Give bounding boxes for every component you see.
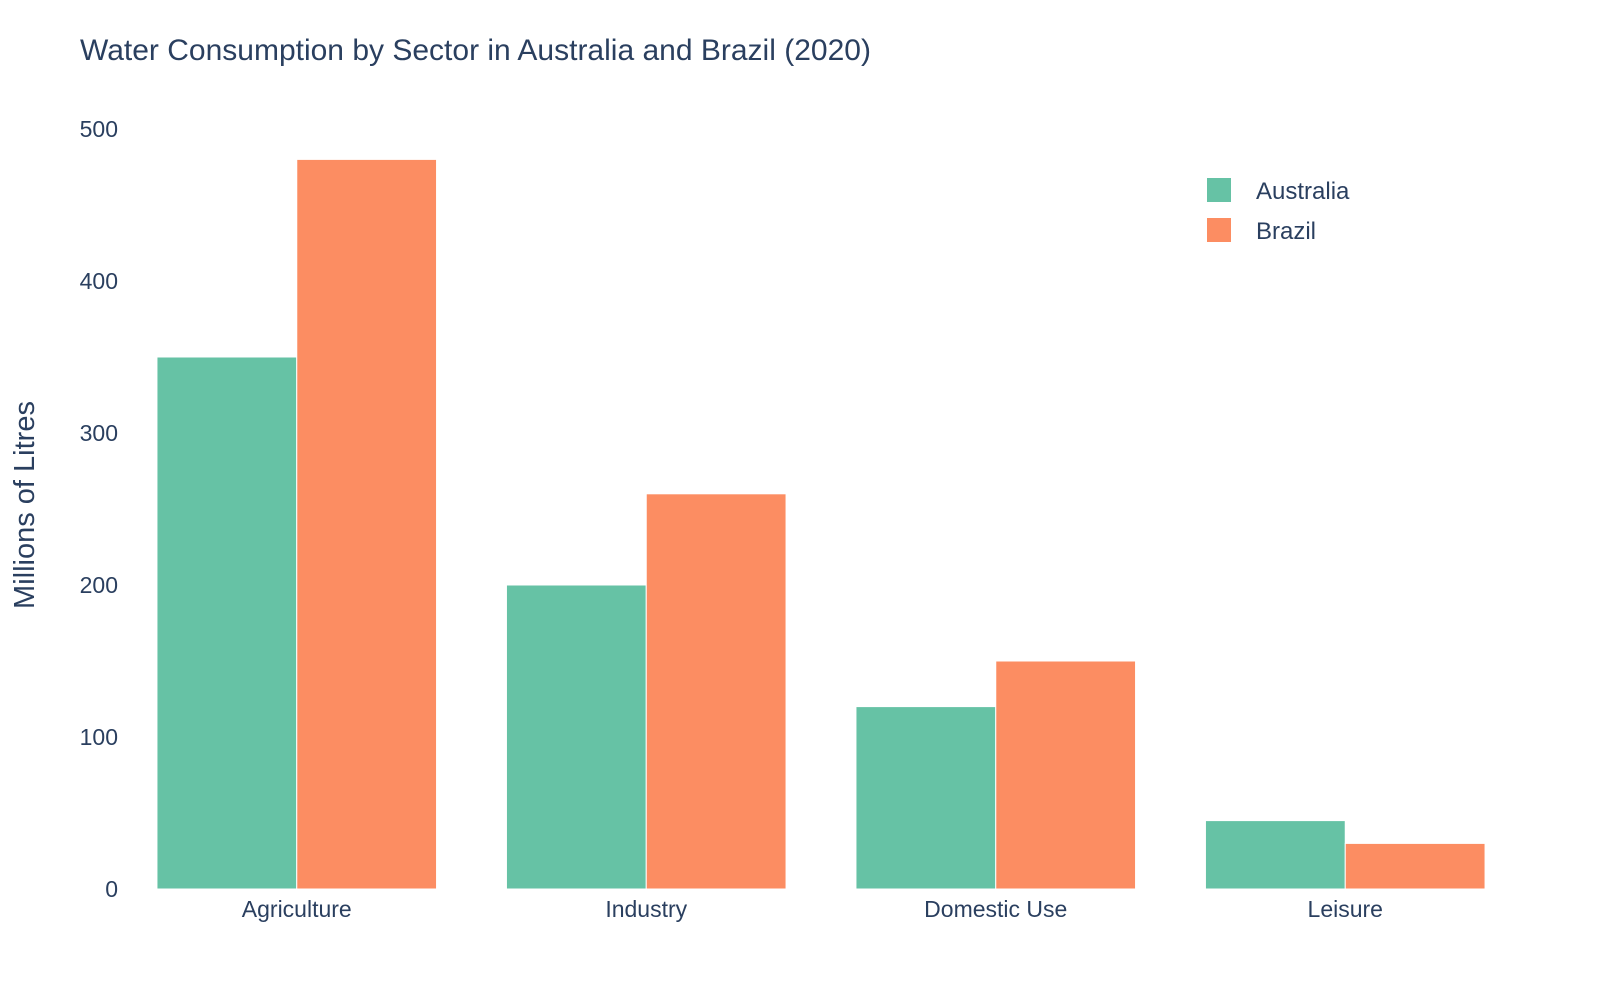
x-tick-label-industry: Industry [605, 896, 687, 922]
x-tick-label-leisure: Leisure [1308, 896, 1383, 922]
y-tick-label-100: 100 [80, 724, 118, 750]
x-tick-label-agriculture: Agriculture [242, 896, 352, 922]
legend-label-brazil: Brazil [1256, 218, 1316, 245]
y-axis-ticks: 0 100 200 300 400 500 [80, 116, 118, 902]
chart-title: Water Consumption by Sector in Australia… [80, 34, 871, 67]
bar-brazil-agriculture [296, 158, 438, 890]
bar-australia-leisure [1204, 820, 1346, 890]
y-tick-label-400: 400 [80, 268, 118, 294]
x-tick-label-domestic-use: Domestic Use [924, 896, 1067, 922]
bar-australia-agriculture [156, 356, 298, 890]
bar-australia-domestic-use [855, 706, 997, 890]
legend: Australia Brazil [1207, 178, 1350, 245]
legend-label-australia: Australia [1256, 178, 1350, 205]
y-tick-label-0: 0 [105, 876, 118, 902]
bar-brazil-leisure [1344, 842, 1486, 890]
bar-brazil-industry [645, 493, 787, 890]
y-tick-label-200: 200 [80, 572, 118, 598]
bar-brazil-domestic-use [995, 660, 1137, 890]
bars [156, 158, 1486, 890]
x-axis-ticks: Agriculture Industry Domestic Use Leisure [242, 896, 1383, 922]
y-tick-label-500: 500 [80, 116, 118, 142]
legend-swatch-australia [1207, 178, 1231, 202]
bar-australia-industry [505, 584, 647, 890]
legend-swatch-brazil [1207, 218, 1231, 242]
y-axis-title: Millions of Litres [9, 401, 41, 609]
y-tick-label-300: 300 [80, 420, 118, 446]
